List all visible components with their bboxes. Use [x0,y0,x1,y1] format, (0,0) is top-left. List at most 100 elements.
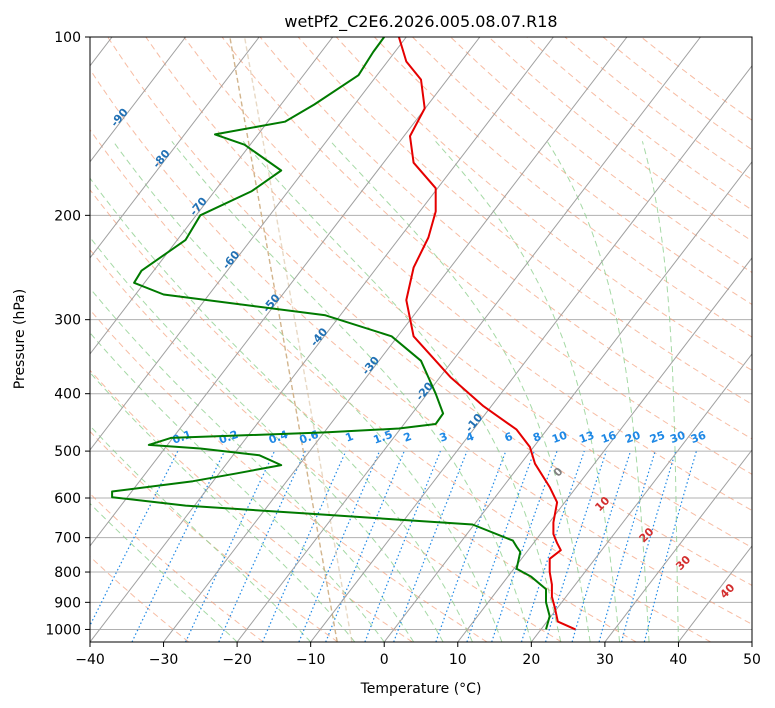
moist-adiabat-line [90,236,444,642]
mixing-ratio-line [393,450,468,642]
isotherm-label: -80 [150,147,173,171]
dry-adiabat-line [640,37,752,121]
dry-adiabat-line [145,37,752,549]
x-tick-label: 20 [522,652,540,668]
moist-adiabat-line [641,141,679,642]
theta-e-label: 10 [592,494,612,514]
mixing-ratio-label: 13 [577,429,596,446]
x-axis-title: Temperature (°C) [360,681,482,697]
mixing-ratio-label: 0.4 [267,428,290,447]
dry-adiabat-line [90,248,562,642]
mixing-ratio-label: 2 [402,430,414,445]
freezing-curve [243,37,353,642]
y-tick-label: 800 [54,565,81,581]
dry-adiabat-line [90,68,752,625]
dry-adiabat-line [564,37,752,181]
mixing-ratio-line [364,450,441,642]
y-tick-label: 500 [54,444,81,460]
x-tick-label: 30 [596,652,614,668]
isotherm-line [678,545,752,642]
x-tick-label: −40 [75,652,105,668]
dry-adiabat-line [90,492,264,642]
theta-e-labels: 10 20 30 40 [592,494,737,601]
dry-adiabat-line [90,188,637,642]
dry-adiabat-line [90,128,712,642]
isotherm-label: -20 [413,379,436,403]
isotherm-line [310,64,752,642]
isotherm-line [383,161,752,642]
mixing-ratio-line [435,450,507,642]
moist-adiabat-line [90,371,356,642]
x-axis-ticks: −40 −30 −20 −10 0 10 20 30 40 50 [75,642,761,668]
mixing-ratio-labels: 0.1 0.2 0.4 0.6 1 1.5 2 3 4 6 8 10 13 16 20 25 30 36 [171,428,708,447]
mixing-ratio-label: 8 [531,430,543,445]
moist-adiabat-line [90,502,238,642]
isotherm-label: -100 [63,62,91,92]
plot-area: -100-90-80-70-60-50-40-30-20-10 0.1 0.2 0.… [63,37,752,642]
mixing-ratio-label: 36 [689,428,708,446]
moist-adiabat-line [435,140,621,642]
mixing-ratio-label: 0.2 [217,428,240,447]
y-tick-label: 300 [54,313,81,329]
mixing-ratio-line [598,450,656,642]
y-axis-ticks: 100 200 300 400 500 600 700 800 900 1000 [45,30,90,638]
mixing-ratio-line [298,450,381,642]
dry-adiabat-line [450,37,752,274]
mixing-ratio-line [545,450,607,642]
mixing-ratio-label: 25 [648,429,667,446]
isotherm-line [90,37,554,642]
y-tick-label: 900 [54,595,81,611]
mixing-ratio-line [520,450,585,642]
dry-adiabat-line [107,37,752,586]
isotherm-line [90,37,260,259]
isotherm-line [236,37,701,642]
dewpoint-profile-line [111,37,551,630]
moist-adiabat-line [90,332,385,642]
mixing-ratio-line [325,450,405,642]
dry-adiabat-line [90,430,339,642]
x-tick-label: 40 [670,652,688,668]
moist-adiabat-line [171,140,532,642]
freezing-curve [229,37,338,642]
chart-title: wetPf2_C2E6.2026.005.08.07.R18 [284,12,557,32]
freezing-curves [229,37,353,642]
isotherm-line [90,37,407,451]
pressure-gridlines [90,37,752,630]
y-axis-title: Pressure (hPa) [12,289,28,389]
x-tick-label: 10 [449,652,467,668]
mixing-ratio-label: 1.5 [372,428,395,447]
y-tick-label: 200 [54,208,81,224]
mixing-ratio-line [466,450,535,642]
isotherm-line [90,37,334,355]
mixing-ratio-label: 30 [668,428,687,446]
isotherm-line [90,37,187,163]
mixing-ratio-label: 16 [599,428,618,446]
isotherm-line [90,37,481,547]
mixing-ratio-label: 6 [503,430,515,445]
x-tick-label: 50 [743,652,761,668]
x-tick-label: −20 [222,652,252,668]
isotherm-line [751,641,752,642]
profile-series [111,37,576,631]
moist-adiabat-line [330,140,591,642]
moist-adiabat-line [546,141,650,642]
x-tick-label: −10 [296,652,326,668]
mixing-ratio-line [218,450,306,642]
y-tick-label: 1000 [45,622,81,638]
dry-adiabat-line [90,369,413,642]
moist-adiabat-line [90,425,312,642]
dry-adiabat-line [488,37,752,242]
x-tick-label: 0 [380,652,389,668]
dry-adiabat-line [374,37,752,338]
moist-adiabat-line [242,140,562,642]
mixing-ratio-line [643,450,697,642]
plot-frame [89,36,753,643]
isotherm-label: -40 [308,325,331,349]
isotherm-label: -30 [359,354,382,378]
isotherm-label: -70 [187,195,210,219]
mixing-ratio-label: 3 [438,430,450,445]
y-tick-label: 400 [54,387,81,403]
isotherm-label: -60 [220,248,243,272]
isotherm-label: -90 [108,106,131,130]
